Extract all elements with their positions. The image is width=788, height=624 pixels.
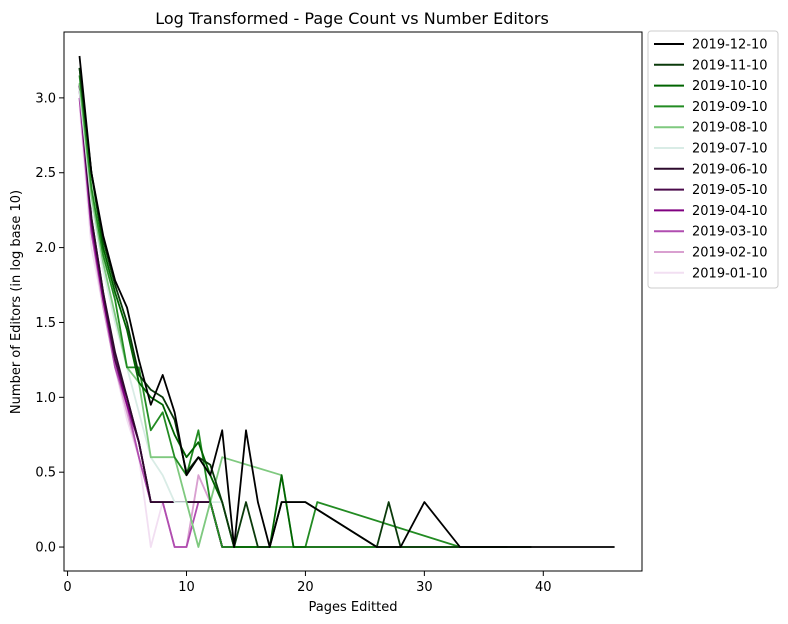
x-tick-label: 0	[63, 580, 71, 595]
x-tick-label: 10	[178, 580, 195, 595]
y-tick-label: 2.0	[35, 241, 56, 256]
series-layer	[78, 55, 615, 548]
legend-label: 2019-05-10	[692, 183, 768, 198]
y-tick-label: 1.0	[35, 391, 56, 406]
legend-label: 2019-07-10	[692, 142, 768, 157]
x-tick-label: 40	[535, 580, 552, 595]
series-line-2019-10-10	[78, 67, 460, 548]
y-tick-label: 1.5	[35, 316, 56, 331]
legend-label: 2019-08-10	[692, 121, 768, 136]
legend-label: 2019-10-10	[692, 79, 768, 94]
y-tick-label: 0.5	[35, 466, 56, 481]
y-axis-ticks: 0.0 0.5 1.0 1.5 2.0 2.5 3.0	[35, 91, 64, 556]
y-tick-label: 3.0	[35, 91, 56, 106]
y-tick-label: 2.5	[35, 166, 56, 181]
legend-box	[647, 30, 779, 289]
legend-label: 2019-11-10	[692, 58, 768, 73]
legend-label: 2019-09-10	[692, 100, 768, 115]
series-line-2019-12-10	[78, 55, 615, 548]
y-axis-label: Number of Editors (in log base 10)	[9, 190, 24, 414]
x-axis-label: Pages Editted	[309, 600, 398, 615]
x-tick-label: 30	[416, 580, 433, 595]
x-axis-ticks: 0 10 20 30 40	[63, 571, 552, 595]
legend-label: 2019-06-10	[692, 162, 768, 177]
series-line-2019-02-10	[78, 97, 224, 548]
legend-label: 2019-03-10	[692, 225, 768, 240]
series-line-2019-11-10	[78, 67, 532, 548]
legend: 2019-12-10 2019-11-10 2019-10-10 2019-09-10…	[647, 30, 779, 289]
legend-label: 2019-12-10	[692, 38, 768, 53]
plot-frame	[63, 31, 643, 572]
legend-label: 2019-02-10	[692, 246, 768, 261]
series-line-2019-06-10	[78, 84, 235, 548]
legend-label: 2019-01-10	[692, 266, 768, 281]
chart-title: Log Transformed - Page Count vs Number E…	[155, 9, 549, 28]
y-tick-label: 0.0	[35, 541, 56, 556]
legend-label: 2019-04-10	[692, 204, 768, 219]
x-tick-label: 20	[297, 580, 314, 595]
